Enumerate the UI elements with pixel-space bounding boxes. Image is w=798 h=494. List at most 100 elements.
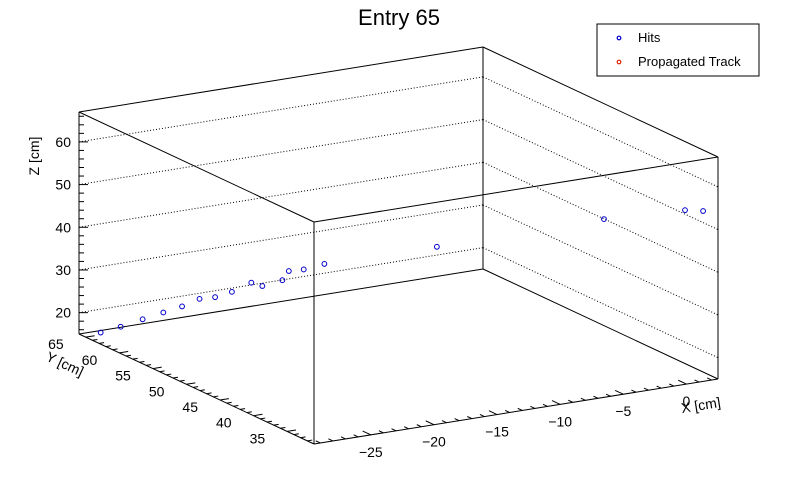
box-edge: [313, 156, 719, 223]
axis-box: [78, 46, 719, 445]
x-minor-tick: [454, 418, 460, 422]
x-minor-tick: [694, 379, 700, 383]
y-minor-tick: [266, 420, 273, 423]
grid-line-side-z: [482, 119, 719, 231]
grid-line-side-z: [482, 247, 719, 359]
x-minor-tick: [467, 416, 473, 420]
chart-title: Entry 65: [358, 5, 440, 30]
y-minor-tick: [206, 392, 212, 395]
hit-point: [259, 283, 266, 289]
x-axis: −25 −20 −15 −10 −5 0X [cm]: [315, 377, 722, 460]
grid-line-side-z: [482, 161, 719, 273]
grid-line-back-z: [78, 76, 484, 143]
y-minor-tick: [280, 426, 286, 429]
box-edge: [78, 111, 315, 223]
grid-line-back-z: [78, 161, 484, 228]
grid-line-back-z: [78, 247, 484, 314]
hit-point: [321, 261, 328, 267]
y-tick-label: 50: [149, 383, 165, 399]
hit-point: [139, 316, 146, 323]
box-edge: [78, 46, 484, 113]
x-minor-tick: [631, 389, 637, 393]
y-minor-tick: [260, 417, 266, 420]
x-tick-label: 0: [683, 393, 691, 409]
y-minor-tick: [213, 395, 219, 398]
y-minor-tick: [293, 433, 299, 436]
hit-point: [300, 266, 307, 273]
y-tick-label: 35: [250, 430, 266, 446]
x-minor-tick: [593, 395, 599, 399]
y-minor-tick: [166, 373, 172, 376]
hit-point: [279, 277, 286, 284]
x-minor-tick: [391, 428, 397, 432]
z-tick-label: 20: [55, 305, 71, 321]
box-edge: [313, 378, 719, 445]
y-tick-label: 65: [48, 336, 64, 352]
x-minor-tick: [542, 403, 548, 407]
z-tick-label: 30: [55, 262, 71, 278]
legend-label-hits: Hits: [638, 30, 661, 45]
x-tick-label: −25: [359, 444, 383, 460]
x-tick-label: −15: [485, 424, 509, 440]
x-minor-tick: [530, 405, 536, 409]
hit-point: [682, 207, 688, 214]
y-tick-label: 55: [115, 368, 131, 384]
legend: Hits Propagated Track: [596, 23, 760, 77]
grid-line-side-z: [482, 76, 719, 188]
y-minor-tick: [233, 404, 239, 407]
x-tick-mark: [678, 379, 687, 385]
x-tick-label: −5: [615, 403, 631, 419]
x-minor-tick: [605, 393, 611, 397]
y-minor-tick: [132, 357, 138, 360]
z-tick-label: 40: [55, 219, 71, 235]
z-axis-label: Z [cm]: [26, 137, 42, 176]
x-axis-label: X [cm]: [680, 394, 722, 416]
y-minor-tick: [240, 408, 246, 410]
z-axis: 20 30 40 50 60 Z [cm]: [26, 115, 88, 331]
grid-line-side-z: [482, 204, 719, 316]
hit-point: [212, 294, 218, 301]
y-minor-tick: [246, 411, 252, 414]
x-minor-tick: [656, 385, 662, 389]
x-minor-tick: [479, 414, 485, 418]
y-tick-mark: [186, 382, 196, 385]
hit-point: [179, 303, 185, 310]
x-tick-mark: [488, 410, 498, 415]
hit-point: [248, 279, 255, 286]
x-minor-tick: [378, 430, 384, 434]
y-axis: 35 40 45 50 55 60 65Y [cm]: [44, 335, 313, 446]
box-edge: [482, 268, 719, 380]
x-tick-label: −10: [548, 413, 572, 429]
y-minor-tick: [307, 439, 313, 442]
box-edge: [78, 268, 484, 335]
y-minor-tick: [159, 370, 165, 373]
legend-marker-propagated-track: [616, 59, 622, 65]
y-minor-tick: [193, 386, 199, 388]
x-tick-mark: [614, 389, 624, 395]
y-minor-tick: [179, 379, 185, 382]
hit-point: [229, 288, 235, 295]
x-minor-tick: [403, 426, 409, 430]
y-axis-label: Y [cm]: [44, 348, 86, 379]
z-tick-label: 50: [55, 177, 71, 193]
x-minor-tick: [517, 407, 523, 411]
hit-point: [433, 243, 440, 250]
y-minor-tick: [199, 389, 205, 392]
x-minor-tick: [504, 409, 510, 413]
x-minor-tick: [315, 440, 321, 444]
data-points: [97, 207, 706, 336]
y-tick-mark: [287, 429, 297, 432]
x-minor-tick: [441, 420, 447, 424]
y-minor-tick: [112, 348, 118, 351]
x-tick-mark: [551, 400, 561, 405]
y-minor-tick: [172, 376, 179, 379]
hit-point: [285, 268, 292, 274]
grid-lines: [78, 76, 719, 359]
x-tick-mark: [425, 420, 435, 426]
hit-point: [160, 309, 167, 316]
y-tick-label: 45: [182, 399, 198, 415]
y-tick-mark: [253, 413, 263, 417]
hit-point: [196, 295, 203, 302]
y-minor-tick: [99, 342, 105, 344]
